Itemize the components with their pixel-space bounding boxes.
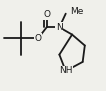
Text: O: O xyxy=(43,10,50,19)
Text: N: N xyxy=(56,23,63,32)
Text: NH: NH xyxy=(59,67,73,75)
Text: O: O xyxy=(35,34,42,43)
Text: Me: Me xyxy=(70,7,83,16)
